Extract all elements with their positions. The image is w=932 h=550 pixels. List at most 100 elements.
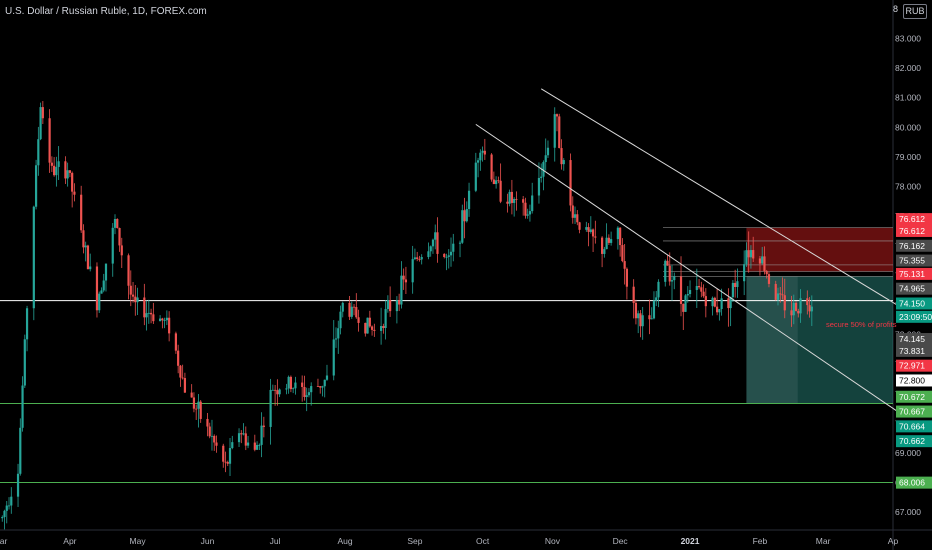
candle[interactable]	[434, 224, 437, 250]
candle[interactable]	[215, 435, 218, 453]
candle[interactable]	[98, 291, 101, 313]
candle[interactable]	[183, 372, 187, 394]
candle[interactable]	[255, 441, 259, 450]
candle[interactable]	[697, 278, 701, 290]
trendlines[interactable]	[475, 88, 903, 415]
candle[interactable]	[195, 404, 198, 420]
candle[interactable]	[808, 296, 811, 318]
candle[interactable]	[776, 287, 780, 306]
candle[interactable]	[222, 443, 225, 468]
candle[interactable]	[411, 245, 414, 294]
candle[interactable]	[355, 293, 358, 319]
target-zone[interactable]	[746, 276, 893, 404]
candle[interactable]	[686, 286, 689, 303]
candle[interactable]	[790, 295, 793, 327]
candle[interactable]	[71, 171, 74, 208]
candle[interactable]	[668, 252, 671, 286]
candle[interactable]	[357, 309, 360, 332]
candle[interactable]	[348, 296, 351, 320]
candle[interactable]	[806, 290, 809, 315]
candle[interactable]	[100, 287, 103, 294]
candle[interactable]	[713, 296, 716, 308]
candle[interactable]	[544, 138, 547, 171]
candle[interactable]	[526, 208, 529, 219]
candle[interactable]	[319, 386, 322, 394]
candle[interactable]	[307, 388, 311, 398]
candle[interactable]	[292, 387, 295, 394]
candle[interactable]	[524, 197, 527, 219]
candle[interactable]	[666, 254, 669, 266]
candle[interactable]	[499, 163, 502, 204]
candle[interactable]	[702, 284, 705, 298]
candle[interactable]	[226, 460, 229, 467]
candle[interactable]	[558, 113, 561, 149]
candle[interactable]	[287, 375, 290, 394]
candle[interactable]	[274, 384, 277, 406]
candle[interactable]	[240, 430, 243, 444]
candle[interactable]	[495, 176, 498, 189]
candle[interactable]	[670, 264, 674, 301]
candle[interactable]	[781, 277, 784, 300]
candle[interactable]	[639, 309, 642, 338]
candle[interactable]	[237, 428, 241, 447]
candle[interactable]	[32, 205, 35, 321]
candle[interactable]	[452, 233, 455, 262]
candle[interactable]	[39, 102, 42, 141]
candle[interactable]	[116, 218, 119, 229]
candle[interactable]	[366, 317, 369, 334]
candle[interactable]	[258, 443, 261, 451]
candle[interactable]	[531, 182, 534, 214]
candle[interactable]	[418, 255, 421, 262]
candle[interactable]	[10, 487, 13, 514]
candle[interactable]	[718, 308, 721, 321]
candle[interactable]	[384, 300, 387, 340]
candle[interactable]	[458, 240, 462, 258]
candle[interactable]	[765, 269, 768, 279]
candle[interactable]	[682, 303, 685, 331]
candle[interactable]	[260, 412, 263, 458]
candle[interactable]	[48, 109, 51, 173]
candle[interactable]	[664, 259, 667, 287]
candle[interactable]	[745, 242, 748, 267]
candle[interactable]	[127, 253, 130, 300]
candle[interactable]	[761, 246, 764, 265]
candle[interactable]	[555, 113, 559, 132]
trendline[interactable]	[540, 88, 903, 309]
candle[interactable]	[449, 237, 453, 267]
candlesticks[interactable]	[1, 101, 813, 530]
candle[interactable]	[679, 256, 683, 317]
scale-mode-indicator[interactable]: 8	[893, 4, 899, 14]
candle[interactable]	[118, 227, 121, 252]
candle[interactable]	[605, 223, 608, 250]
candle[interactable]	[641, 306, 644, 340]
candle[interactable]	[310, 382, 313, 406]
candle[interactable]	[632, 279, 635, 319]
candle[interactable]	[147, 299, 150, 324]
candle[interactable]	[332, 320, 335, 381]
candle[interactable]	[152, 302, 155, 324]
candle[interactable]	[224, 451, 227, 473]
candle[interactable]	[386, 295, 389, 313]
candle[interactable]	[763, 246, 766, 275]
candle[interactable]	[413, 248, 417, 261]
candle[interactable]	[84, 241, 87, 262]
currency-badge[interactable]: RUB	[903, 4, 927, 19]
candle[interactable]	[102, 273, 105, 293]
candle[interactable]	[767, 271, 771, 288]
candle[interactable]	[129, 270, 132, 307]
candle[interactable]	[23, 334, 26, 388]
candle[interactable]	[416, 251, 419, 262]
candle[interactable]	[510, 179, 513, 215]
candle[interactable]	[5, 501, 8, 524]
candle[interactable]	[34, 159, 38, 210]
candle[interactable]	[213, 434, 216, 451]
candle[interactable]	[650, 307, 653, 320]
trendline[interactable]	[475, 123, 903, 415]
candle[interactable]	[537, 162, 541, 204]
candle[interactable]	[648, 299, 651, 335]
candle[interactable]	[352, 304, 356, 316]
candle[interactable]	[528, 204, 532, 222]
candle[interactable]	[716, 288, 719, 316]
candle[interactable]	[339, 305, 342, 335]
candle[interactable]	[508, 189, 511, 207]
